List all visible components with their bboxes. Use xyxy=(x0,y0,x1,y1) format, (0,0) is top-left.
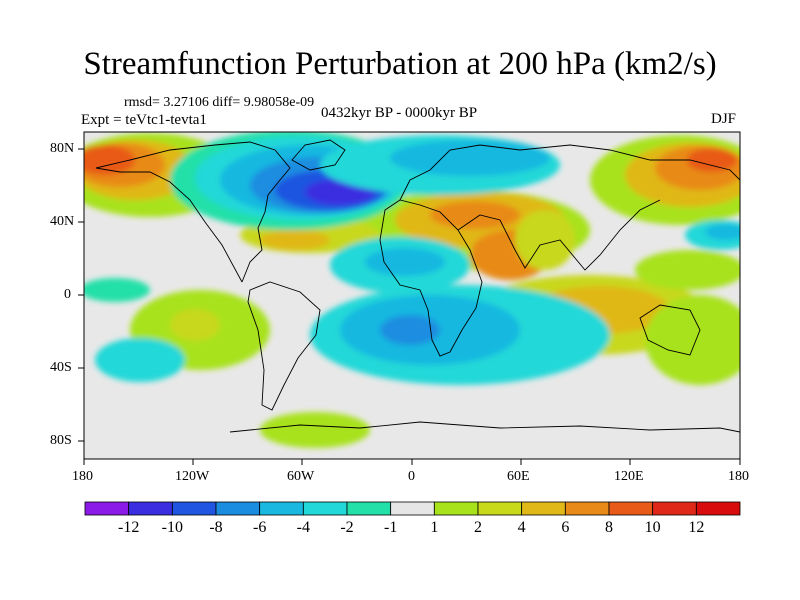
colorbar-label: 10 xyxy=(644,519,661,536)
colorbar-swatch xyxy=(433,501,479,516)
colorbar-label: 4 xyxy=(517,519,526,536)
colorbar-label: -6 xyxy=(252,519,267,536)
coastline-eurasia-south xyxy=(457,199,661,271)
lon-label: 120W xyxy=(175,469,210,484)
lat-label: 40S xyxy=(50,360,72,375)
field-pos xyxy=(260,412,370,448)
colorbar-swatch xyxy=(171,501,217,516)
field-pos xyxy=(687,148,737,172)
field-neg xyxy=(84,278,150,302)
colorbar-label: -10 xyxy=(161,519,183,536)
colorbar-swatch xyxy=(128,501,173,516)
field-neg xyxy=(365,248,445,276)
lon-label: 180 xyxy=(728,469,749,484)
lat-label: 0 xyxy=(64,287,71,302)
coastlines xyxy=(95,139,740,433)
colorbar-swatch xyxy=(215,501,261,516)
colorbar-label: 8 xyxy=(605,519,613,536)
colorbar-label: -4 xyxy=(296,519,310,536)
lon-label: 0 xyxy=(408,469,415,484)
lat-label: 80S xyxy=(50,433,72,448)
field-neg xyxy=(380,315,440,345)
colorbar-swatch xyxy=(608,501,654,516)
colorbar-label: -2 xyxy=(340,519,354,536)
coastline-australia xyxy=(639,304,701,356)
colorbar-swatch xyxy=(259,501,304,516)
field-pos xyxy=(635,250,740,290)
experiment-label: Expt = teVtc1-tevta1 xyxy=(81,112,207,128)
coastline-north-america-west xyxy=(95,167,243,283)
colorbar-swatch xyxy=(390,501,435,516)
colorbar-label: -8 xyxy=(209,519,223,536)
coastline-south-america xyxy=(247,281,321,411)
colorbar-label: 12 xyxy=(688,519,705,536)
colorbar-swatch xyxy=(564,501,610,516)
coastline-africa xyxy=(379,199,483,357)
axis-ticks xyxy=(78,148,741,465)
season-label: DJF xyxy=(711,111,737,127)
colorbar-swatch xyxy=(302,501,348,516)
colorbar-label: -1 xyxy=(383,519,398,536)
colorbar-label: 2 xyxy=(474,519,482,536)
lon-label: 180 xyxy=(72,469,93,484)
colorbar-label: 6 xyxy=(561,519,570,536)
coastline-antarctica xyxy=(229,421,740,433)
field-pos xyxy=(170,309,220,341)
field-neg xyxy=(95,338,185,382)
colorbar-label: 1 xyxy=(430,519,439,536)
field-neg xyxy=(390,140,550,176)
lon-label: 120E xyxy=(614,469,644,484)
colorbar-swatch xyxy=(477,501,523,516)
colorbar-swatch xyxy=(84,501,130,516)
lat-label: 40N xyxy=(50,214,75,229)
field-pos xyxy=(645,295,740,385)
period-label: 0432kyr BP - 0000kyr BP xyxy=(321,105,478,121)
map-field xyxy=(84,132,740,459)
lon-label: 60W xyxy=(287,469,315,484)
lon-label: 60E xyxy=(507,469,530,484)
field-pos xyxy=(430,201,520,229)
field-neg xyxy=(705,224,740,240)
coastline-eurasia-north xyxy=(399,144,740,201)
lat-label: 80N xyxy=(50,141,75,156)
colorbar xyxy=(84,501,741,516)
stats-line: rmsd= 3.27106 diff= 9.98058e-09 xyxy=(124,95,315,110)
colorbar-label: -12 xyxy=(117,519,140,536)
coastline-greenland xyxy=(291,139,346,171)
colorbar-swatch xyxy=(652,501,697,516)
colorbar-swatch xyxy=(521,501,566,516)
field-pos xyxy=(260,230,330,250)
colorbar-swatch xyxy=(695,501,741,516)
colorbar-swatch xyxy=(346,501,392,516)
field-pos xyxy=(515,210,575,270)
coastline-north-america xyxy=(95,141,291,283)
plot-title: Streamfunction Perturbation at 200 hPa (… xyxy=(83,46,717,82)
